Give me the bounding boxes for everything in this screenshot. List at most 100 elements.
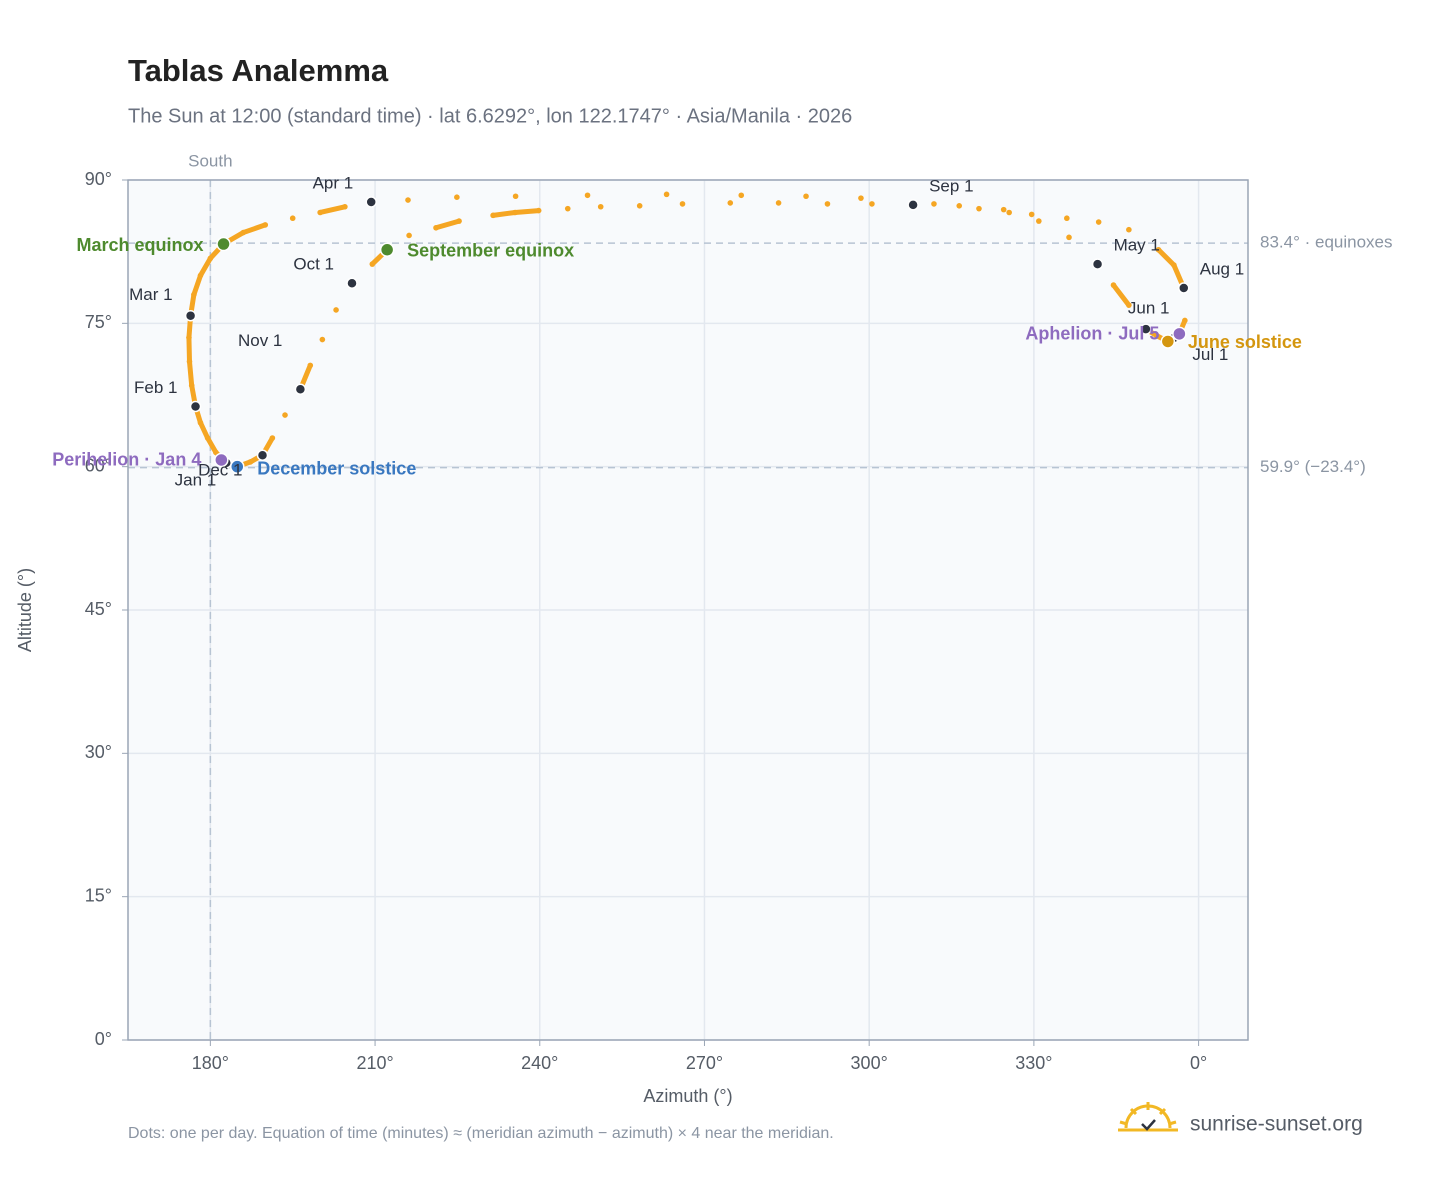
event-dot [1160,334,1176,349]
daily-dot [186,358,193,365]
daily-dot [663,191,670,198]
month-label: Mar 1 [129,285,172,304]
daily-dot [333,307,339,313]
y-tick-label: 0° [95,1029,112,1049]
month-label: Jun 1 [1128,299,1170,318]
daily-dot [247,459,254,465]
daily-trace [1156,247,1177,268]
daily-trace [317,204,348,215]
daily-trace [186,335,192,365]
daily-dot [869,201,875,207]
x-tick-label: 270° [686,1053,723,1073]
daily-dot [289,215,296,222]
brand-logo [1118,1102,1178,1132]
event-label: June solstice [1188,332,1302,352]
daily-dot [1036,218,1042,224]
event-dot [230,459,245,474]
daily-trace [197,255,213,279]
month-dot [346,277,358,289]
x-tick-label: 300° [851,1053,888,1073]
daily-trace [490,209,518,218]
daily-dot [317,209,323,216]
daily-trace [433,218,462,231]
daily-dot [342,203,348,210]
daily-dot [956,203,963,209]
daily-dot [535,207,542,214]
month-label: Feb 1 [134,378,177,397]
daily-dot [1066,234,1072,241]
daily-dot [1028,211,1035,218]
x-axis-label: Azimuth (°) [643,1086,732,1106]
x-tick-label: 240° [521,1053,558,1073]
daily-dot [727,200,734,206]
daily-dot [1006,209,1012,216]
daily-dot [1171,262,1177,268]
daily-dot [1064,215,1070,222]
month-dot [189,400,202,413]
reference-label: 83.4° · equinoxes [1260,233,1393,252]
daily-dot [1182,317,1188,324]
chart-subtitle: The Sun at 12:00 (standard time) · lat 6… [128,105,852,127]
daily-dot [1095,219,1102,225]
daily-dot [240,229,247,236]
x-tick-label: 210° [356,1053,393,1073]
event-dot [1172,326,1187,342]
daily-dot [824,201,831,207]
daily-dot [454,194,460,200]
daily-dot [188,382,195,389]
y-tick-label: 30° [85,742,112,762]
daily-dot [319,336,326,343]
month-label: Aug 1 [1200,259,1244,278]
daily-dot [597,203,604,210]
daily-dot [1110,282,1117,288]
y-tick-label: 60° [85,455,112,475]
month-label: Oct 1 [293,255,334,274]
daily-dot [1000,206,1007,213]
daily-dot [406,232,412,239]
daily-dot [197,272,204,279]
y-tick-label: 90° [85,169,112,189]
month-label: Jul 1 [1192,345,1228,364]
reference-label: 59.9° (−23.4°) [1260,457,1366,476]
daily-dot [405,197,411,203]
y-tick-label: 75° [85,312,112,332]
daily-trace [512,208,542,215]
month-dot [1178,282,1190,294]
marks [184,191,1190,474]
daily-dot [213,449,219,456]
event-dot [379,242,395,258]
event-label: September equinox [407,241,574,261]
daily-trace [240,222,268,236]
daily-dot [197,419,204,426]
daily-dot [512,209,518,216]
chart-title: Tablas Analemma [128,53,389,88]
daily-trace [1110,282,1132,308]
event-label: Aphelion · Jul 5 [1025,324,1159,344]
daily-dot [584,192,591,199]
daily-dot [186,334,192,341]
daily-dot [564,205,571,212]
daily-dot [976,205,982,212]
daily-dot [282,412,288,418]
daily-dot [1126,226,1132,233]
daily-dot [433,224,439,231]
month-label: Apr 1 [313,173,354,192]
daily-dot [858,195,864,201]
month-dot [294,383,307,396]
month-dot [1140,323,1152,335]
daily-dot [679,201,686,207]
reference-lines [128,180,1248,1040]
y-axis-label: Altitude (°) [15,568,35,652]
month-dot [907,199,919,211]
daily-trace [191,273,203,298]
month-dot [256,449,269,461]
x-tick-label: 330° [1015,1053,1052,1073]
south-label: South [188,151,232,170]
x-tick-label: 0° [1190,1053,1207,1073]
event-dot [214,452,229,468]
daily-dot [512,193,519,200]
month-label: Sep 1 [929,176,973,195]
daily-dot [1155,246,1162,253]
daily-dot [262,222,269,228]
